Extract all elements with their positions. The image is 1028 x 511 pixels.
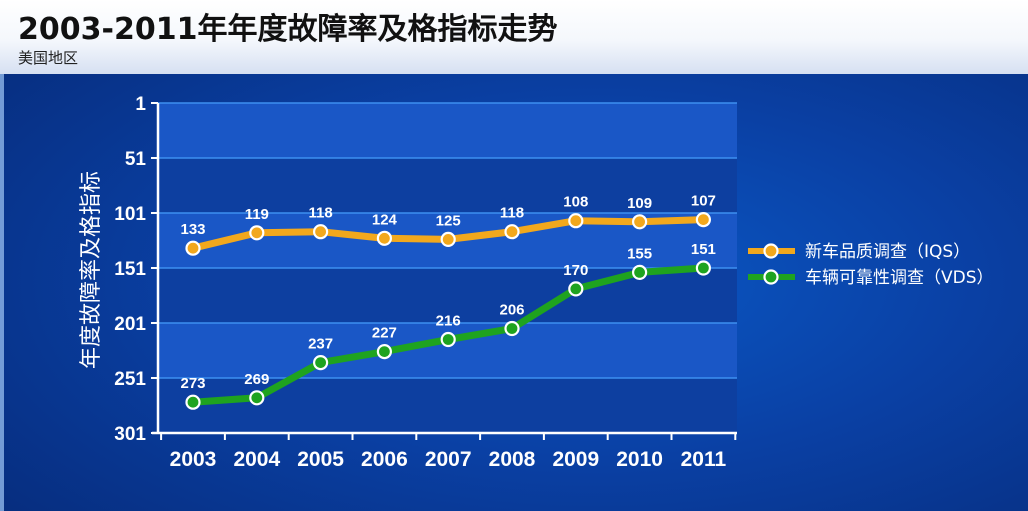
x-tick-label: 2010 xyxy=(616,448,663,471)
x-tick-label: 2006 xyxy=(361,448,408,471)
y-tick-label: 301 xyxy=(114,424,146,445)
y-axis-label: 年度故障率及格指标 xyxy=(79,171,104,369)
data-point xyxy=(504,224,520,240)
data-label: 206 xyxy=(499,302,524,319)
title-band xyxy=(0,0,1028,74)
data-point xyxy=(249,390,265,406)
data-point xyxy=(695,212,712,228)
data-label: 151 xyxy=(691,241,716,258)
data-point xyxy=(440,231,456,247)
data-label: 124 xyxy=(372,211,398,228)
left-accent-bar xyxy=(0,74,4,511)
x-tick-label: 2005 xyxy=(297,448,344,471)
legend-item: 新车品质调查（IQS） xyxy=(748,242,970,262)
x-tick-label: 2008 xyxy=(489,448,536,471)
data-label: 155 xyxy=(627,245,652,262)
data-point xyxy=(376,230,392,246)
legend-swatch-marker xyxy=(763,243,779,259)
data-label: 118 xyxy=(500,205,524,222)
data-point xyxy=(185,240,201,256)
data-label: 119 xyxy=(245,206,269,223)
legend-item: 车辆可靠性调查（VDS） xyxy=(748,268,994,288)
data-label: 273 xyxy=(180,375,205,392)
data-point xyxy=(568,213,584,229)
data-label: 107 xyxy=(691,193,716,210)
data-label: 170 xyxy=(563,262,588,279)
x-tick-label: 2009 xyxy=(552,448,599,471)
data-label: 109 xyxy=(627,195,652,212)
x-tick-label: 2003 xyxy=(170,448,217,471)
data-point xyxy=(568,281,584,297)
data-label: 227 xyxy=(372,325,397,342)
data-label: 125 xyxy=(436,212,461,229)
data-point xyxy=(631,264,648,280)
data-point xyxy=(313,355,329,371)
data-label: 118 xyxy=(308,205,332,222)
plot-band xyxy=(158,323,737,378)
data-point xyxy=(440,331,456,348)
y-tick-label: 51 xyxy=(125,149,147,170)
plot-area xyxy=(158,103,737,433)
x-tick-label: 2007 xyxy=(425,448,472,471)
data-point xyxy=(504,320,520,337)
legend-label: 新车品质调查（IQS） xyxy=(805,242,970,262)
plot-band xyxy=(158,378,737,433)
series-vds: 273 269 237 227 216 206 170 155 151 xyxy=(180,241,716,410)
x-axis-ticks: 2003 2004 2005 2006 2007 2008 2009 2010 2011 xyxy=(160,433,737,471)
x-tick-label: 2011 xyxy=(681,448,727,471)
data-point xyxy=(695,260,712,276)
chart-title: 2003-2011年年度故障率及格指标走势 xyxy=(18,12,558,47)
data-label: 133 xyxy=(180,221,205,238)
legend-swatch-marker xyxy=(763,269,779,285)
data-point xyxy=(313,224,329,240)
data-label: 269 xyxy=(244,371,269,388)
y-tick-label: 101 xyxy=(114,204,146,225)
series-iqs: 133 119 118 124 125 118 108 109 107 xyxy=(180,193,716,256)
legend-label: 车辆可靠性调查（VDS） xyxy=(805,268,994,288)
plot-band xyxy=(158,158,737,213)
data-label: 216 xyxy=(436,313,461,330)
y-tick-label: 1 xyxy=(135,94,146,115)
data-point xyxy=(376,344,392,360)
y-tick-label: 251 xyxy=(114,369,146,390)
y-tick-label: 151 xyxy=(114,259,146,280)
data-point xyxy=(249,225,265,241)
data-label: 108 xyxy=(563,194,588,211)
x-tick-label: 2004 xyxy=(233,448,280,471)
y-tick-label: 201 xyxy=(114,314,146,335)
data-point xyxy=(185,394,201,410)
data-point xyxy=(631,214,648,230)
legend: 新车品质调查（IQS） 车辆可靠性调查（VDS） xyxy=(748,242,994,288)
plot-band xyxy=(158,103,737,158)
chart-subtitle: 美国地区 xyxy=(18,49,79,67)
data-label: 237 xyxy=(308,336,333,353)
